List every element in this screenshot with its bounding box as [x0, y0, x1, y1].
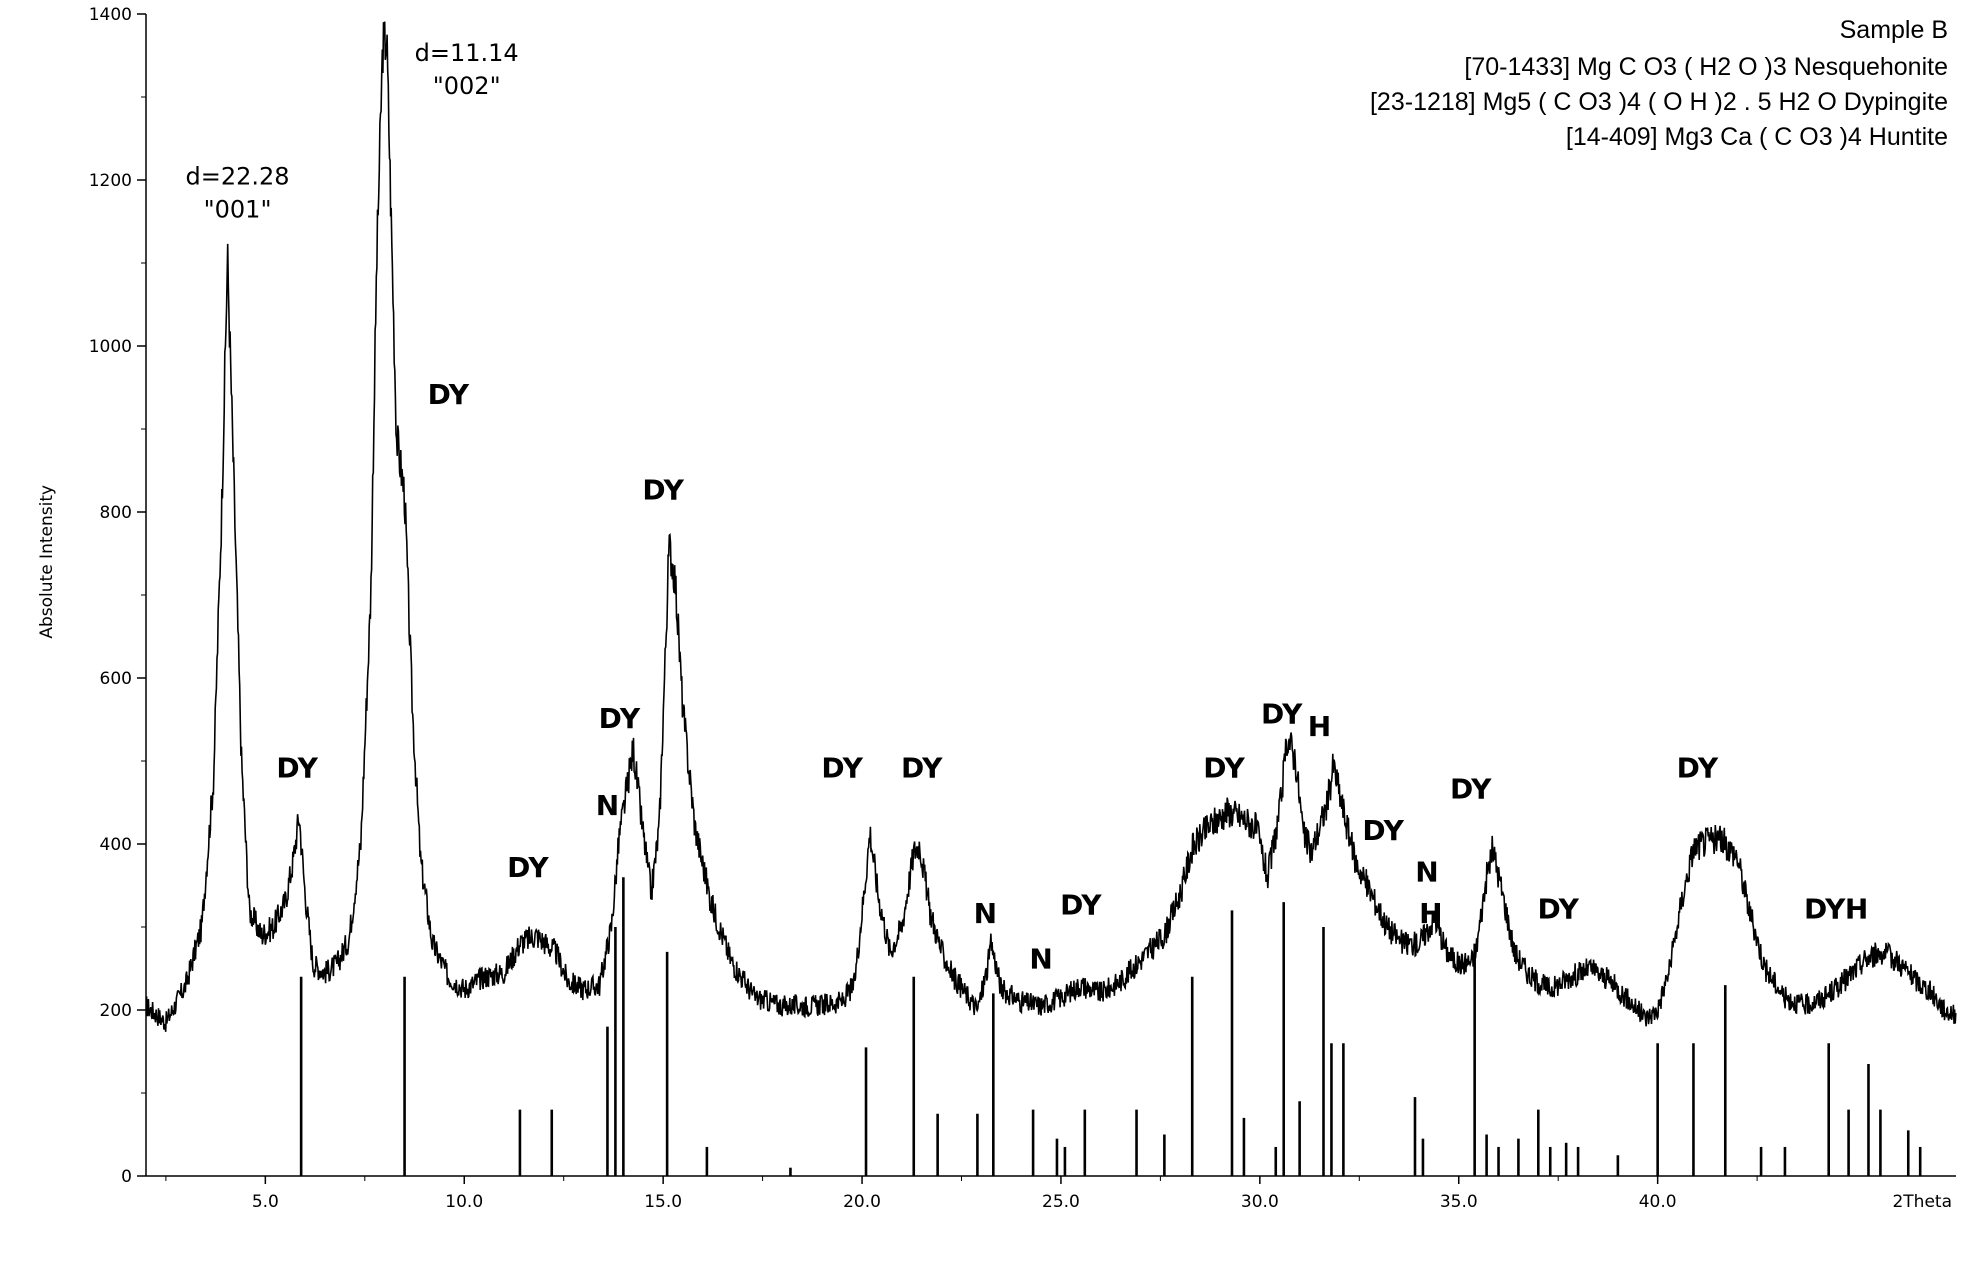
- phase-label: DY: [1261, 698, 1303, 731]
- x-tick-label: 40.0: [1639, 1192, 1677, 1212]
- peak-annotation-line: "002": [433, 72, 501, 100]
- phase-label: H: [1419, 897, 1442, 930]
- x-axis-label: 2Theta: [1892, 1192, 1952, 1212]
- legend-entry-nesquehonite: [70-1433] Mg C O3 ( H2 O )3 Nesquehonite: [1464, 53, 1948, 81]
- y-tick-label: 400: [100, 835, 132, 855]
- phase-label: N: [974, 897, 997, 930]
- y-ticks: 0 200 400 600 800 1000 1200 1400: [89, 5, 146, 1187]
- reference-sticks: [299, 877, 1922, 1176]
- phase-label: DY: [1450, 772, 1492, 805]
- peak-annotations: d=22.28 "001" d=11.14 "002": [186, 39, 519, 224]
- phase-label: DY: [642, 474, 684, 507]
- y-tick-label: 1200: [89, 171, 132, 191]
- phase-label: H: [1308, 710, 1331, 743]
- y-tick-label: 1400: [89, 5, 132, 25]
- legend: Sample B [70-1433] Mg C O3 ( H2 O )3 Nes…: [1370, 16, 1948, 151]
- x-tick-label: 30.0: [1241, 1192, 1279, 1212]
- phase-label: DY: [1537, 893, 1579, 926]
- phase-label: H: [1845, 893, 1868, 926]
- phase-label: DY: [821, 752, 863, 785]
- y-tick-label: 800: [100, 503, 132, 523]
- peak-annotation-line: d=22.28: [186, 163, 290, 191]
- x-tick-label: 15.0: [644, 1192, 682, 1212]
- x-tick-label: 35.0: [1440, 1192, 1478, 1212]
- legend-entry-dypingite: [23-1218] Mg5 ( C O3 )4 ( O H )2 . 5 H2 …: [1370, 88, 1948, 116]
- x-tick-label: 5.0: [252, 1192, 279, 1212]
- phase-label: DY: [901, 752, 943, 785]
- phase-label: DY: [1060, 889, 1102, 922]
- y-tick-label: 200: [100, 1001, 132, 1021]
- y-tick-label: 1000: [89, 337, 132, 357]
- peak-annotation-line: d=11.14: [415, 39, 519, 67]
- phase-label: DY: [276, 752, 318, 785]
- phase-label: DY: [1677, 752, 1719, 785]
- phase-label: DY: [507, 851, 549, 884]
- phase-label: N: [1415, 855, 1438, 888]
- diffraction-pattern-line: [145, 21, 1957, 1032]
- legend-sample-name: Sample B: [1840, 16, 1948, 44]
- x-tick-label: 25.0: [1042, 1192, 1080, 1212]
- phase-label: N: [1029, 943, 1052, 976]
- legend-entry-huntite: [14-409] Mg3 Ca ( C O3 )4 Huntite: [1566, 123, 1948, 151]
- phase-label: DY: [428, 378, 470, 411]
- x-ticks: 5.0 10.0 15.0 20.0 25.0 30.0 35.0 40.0: [165, 1176, 1758, 1212]
- phase-label: DY: [1362, 814, 1404, 847]
- phase-label: DY: [1804, 893, 1846, 926]
- peak-annotation-line: "001": [204, 196, 272, 224]
- y-tick-label: 600: [100, 669, 132, 689]
- phase-label: DY: [599, 702, 641, 735]
- phase-label: DY: [1203, 752, 1245, 785]
- x-tick-label: 10.0: [445, 1192, 483, 1212]
- y-axis-label: Absolute Intensity: [37, 485, 57, 639]
- phase-label: N: [596, 789, 619, 822]
- y-tick-label: 0: [121, 1167, 132, 1187]
- x-tick-label: 20.0: [843, 1192, 881, 1212]
